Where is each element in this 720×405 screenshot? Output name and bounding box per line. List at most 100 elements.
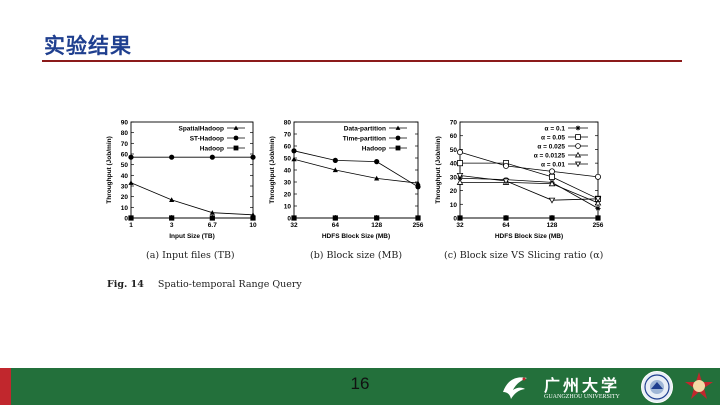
y-tick-label: 0 (124, 216, 128, 223)
x-tick-label: 128 (371, 222, 382, 229)
star-emblem-icon (685, 372, 713, 399)
legend-marker (575, 134, 581, 140)
caption-b: (b) Block size (MB) (310, 250, 403, 261)
chart-input-size: 0 10 20 30 40 50 60 70 80 90 1 3 6.7 10 Input Size (TB… (106, 120, 257, 241)
x-tick-label: 32 (290, 222, 298, 229)
data-point (374, 159, 380, 165)
x-axis-label: HDFS Block Size (MB) (322, 233, 390, 240)
data-point (374, 215, 380, 221)
data-point (457, 215, 463, 221)
y-tick-label: 30 (450, 174, 458, 181)
x-tick-label: 6.7 (208, 222, 217, 229)
chart-slicing-ratio: 0 10 20 30 40 50 60 70 32 64 128 256 HDFS Block Size… (435, 120, 604, 241)
figure-caption: Fig. 14 Spatio-temporal Range Query (107, 279, 302, 290)
legend-label: α = 0.025 (537, 144, 565, 151)
series-4 (456, 178, 602, 206)
y-tick-label: 60 (450, 133, 458, 140)
data-point (548, 197, 556, 204)
x-tick-label: 3 (170, 222, 174, 229)
y-tick-label: 20 (450, 188, 458, 195)
y-tick-label: 50 (284, 156, 292, 163)
y-tick-label: 70 (121, 141, 129, 148)
series-line (459, 175, 599, 201)
data-point (128, 154, 134, 160)
x-tick-label: 32 (456, 222, 464, 229)
y-tick-label: 70 (450, 120, 458, 127)
data-point (415, 180, 421, 186)
legend-marker (233, 145, 239, 151)
y-tick-label: 10 (284, 204, 292, 211)
y-tick-label: 30 (121, 184, 129, 191)
series-line (459, 151, 599, 178)
y-tick-label: 40 (284, 168, 292, 175)
series-3 (456, 149, 601, 180)
data-point (549, 215, 555, 221)
series-1 (128, 180, 256, 217)
legend-marker (233, 125, 239, 130)
series-line (460, 162, 599, 200)
y-tick-label: 10 (121, 205, 129, 212)
data-point (595, 205, 601, 211)
y-axis-label: Throughput (Job/min) (269, 136, 276, 204)
university-name: 广州大学 (544, 376, 621, 395)
series-line (459, 177, 599, 209)
y-axis-label: Throughput (Job/min) (435, 136, 442, 204)
data-point (549, 168, 556, 175)
legend-marker (574, 161, 582, 168)
data-point (250, 215, 256, 221)
legend-label: α = 0.0125 (534, 153, 566, 160)
legend-label: Data-partition (344, 126, 386, 133)
data-point (332, 215, 338, 221)
series-1 (291, 156, 421, 186)
series-line (293, 158, 419, 184)
data-point (291, 215, 297, 221)
footer-bar (0, 368, 720, 405)
legend-label: Hadoop (362, 146, 386, 153)
data-point (209, 154, 215, 160)
x-tick-label: 256 (413, 222, 424, 229)
data-point (128, 180, 134, 185)
series-line (130, 182, 254, 216)
y-axis-label: Throughput (Job/min) (106, 136, 113, 204)
legend-marker (395, 125, 401, 130)
series-2 (291, 148, 421, 190)
bird-logo-icon (503, 377, 527, 399)
page-number: 16 (350, 374, 370, 393)
university-name-en: GUANGZHOU UNIVERSITY (544, 394, 620, 400)
legend-marker (395, 135, 401, 141)
legend-label: α = 0.01 (541, 162, 565, 169)
data-point (169, 215, 175, 221)
data-point (415, 215, 421, 221)
data-point (128, 215, 134, 221)
y-tick-label: 50 (121, 162, 129, 169)
x-tick-label: 1 (129, 222, 133, 229)
x-tick-label: 128 (547, 222, 558, 229)
chart-block-size: 0 10 20 30 40 50 60 70 80 32 64 128 256 HDFS Block Si… (269, 120, 424, 241)
y-tick-label: 20 (121, 194, 129, 201)
legend-label: α = 0.1 (545, 126, 566, 133)
series-line (460, 181, 599, 204)
x-tick-label: 64 (502, 222, 510, 229)
data-point (374, 175, 380, 181)
data-point (594, 199, 602, 206)
data-point (594, 173, 601, 180)
y-tick-label: 0 (453, 216, 457, 223)
series-5 (456, 173, 602, 204)
y-tick-label: 60 (121, 152, 129, 159)
data-point (291, 148, 297, 154)
data-point (456, 149, 463, 156)
figure-label: Fig. 14 (107, 279, 144, 290)
series-line (293, 150, 419, 188)
legend-label: α = 0.05 (541, 135, 565, 142)
legend-label: Hadoop (200, 146, 224, 153)
y-tick-label: 20 (284, 192, 292, 199)
data-point (415, 184, 421, 190)
data-point (209, 210, 215, 215)
data-point (332, 167, 338, 173)
legend-marker (395, 145, 401, 151)
series-6 (457, 215, 601, 221)
caption-c: (c) Block size VS Slicing ratio (α) (444, 250, 604, 261)
data-point (502, 178, 510, 185)
legend-label: ST-Hadoop (190, 136, 224, 143)
y-tick-label: 50 (450, 147, 458, 154)
